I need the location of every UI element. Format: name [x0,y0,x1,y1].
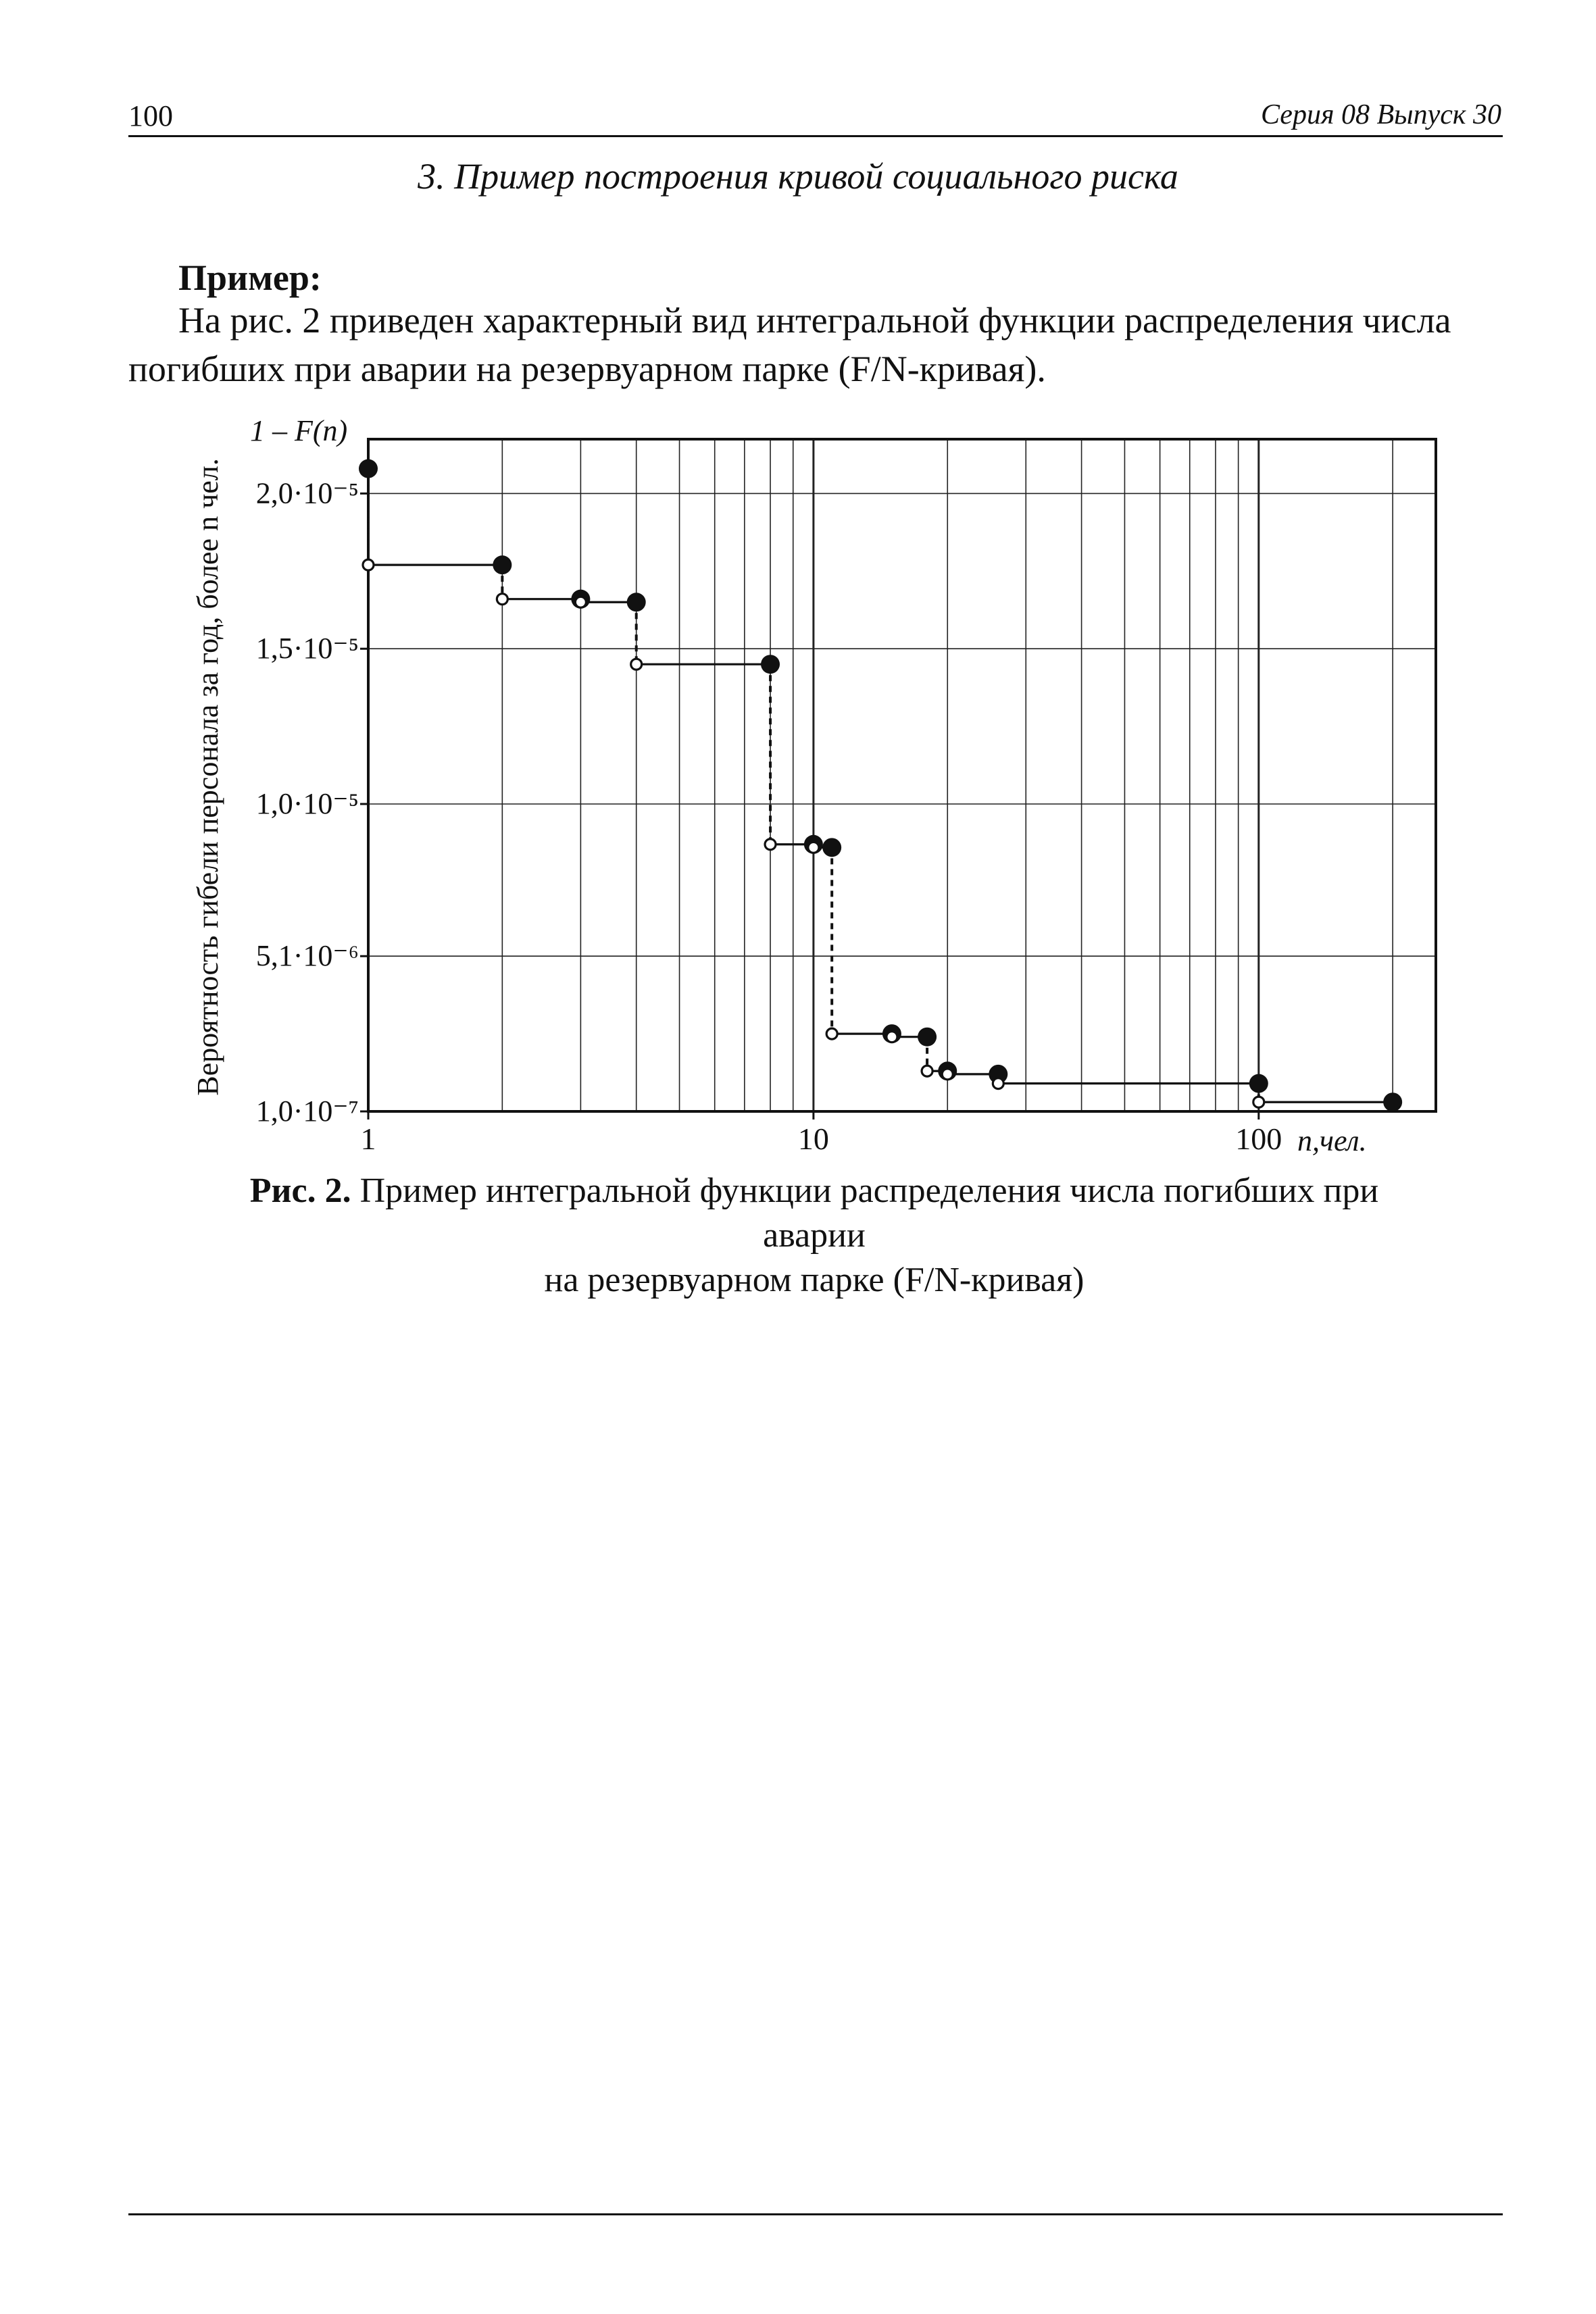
open-marker [574,595,587,609]
plot-frame [367,438,1437,1113]
filled-marker [493,555,512,575]
chart-grid [368,439,1436,1111]
open-marker [807,840,820,854]
y-tick-label: 1,5·10⁻⁵ [256,632,359,665]
filled-marker [822,838,842,857]
open-marker [1252,1095,1266,1109]
fn-curve-chart: 1,0·10⁻⁷ 5,1·10⁻⁶ 1,0·10⁻⁵ 1,5·10⁻⁵ 2,0·10⁻⁵… [191,414,1437,1157]
caption-line-2: на резервуарном парке (F/N-кривая) [544,1261,1084,1299]
open-marker [941,1067,954,1081]
open-marker [885,1030,899,1044]
example-label: Пример: [178,257,322,298]
paragraph-line-1: На рис. 2 приведен характерный вид интег… [178,300,1451,341]
section-title: 3. Пример построения кривой социального … [418,156,1178,197]
paragraph-line-2: погибших при аварии на резервуарном парк… [128,349,1046,389]
filled-marker [626,593,646,612]
y-axis-side-label: Вероятность гибели персонала за год, бол… [191,458,224,1095]
open-marker [991,1077,1005,1090]
step-series [359,459,1403,1112]
filled-marker [918,1027,937,1047]
x-axis-label: n,чел. [1297,1124,1367,1157]
open-marker [920,1064,934,1078]
figure-caption: Рис. 2. Пример интегральной функции расп… [196,1169,1432,1303]
running-title: Серия 08 Выпуск 30 [1261,99,1501,130]
open-marker [495,593,509,606]
open-marker [764,838,777,851]
open-marker [630,657,643,671]
filled-marker [1249,1074,1268,1093]
x-ticks: 1 10 100 [361,1111,1282,1156]
y-tick-label: 1,0·10⁻⁷ [256,1095,359,1128]
body-paragraph: На рис. 2 приведен характерный вид интег… [128,296,1503,393]
y-tick-label: 5,1·10⁻⁶ [256,939,359,972]
caption-line-1: Рис. 2. Пример интегральной функции расп… [196,1169,1432,1258]
page-number: 100 [128,99,173,132]
open-marker [361,558,375,572]
caption-label: Рис. 2. [249,1172,351,1210]
x-tick-label: 10 [798,1122,829,1156]
filled-marker [761,655,780,674]
caption-text-1: Пример интегральной функции распределени… [351,1172,1379,1255]
filled-marker [359,459,378,478]
y-tick-label: 2,0·10⁻⁵ [256,476,359,509]
y-tick-label: 1,0·10⁻⁵ [256,787,359,820]
x-tick-label: 1 [361,1122,376,1156]
header-rule [128,135,1503,137]
filled-marker [1383,1092,1403,1112]
x-tick-label: 100 [1235,1122,1282,1156]
filled-marker [989,1064,1008,1084]
y-ticks: 1,0·10⁻⁷ 5,1·10⁻⁶ 1,0·10⁻⁵ 1,5·10⁻⁵ 2,0·10⁻⁵ [256,476,368,1128]
y-axis-top-label: 1 – F(n) [250,414,347,447]
open-marker [825,1027,839,1040]
footer-rule [128,2213,1503,2215]
